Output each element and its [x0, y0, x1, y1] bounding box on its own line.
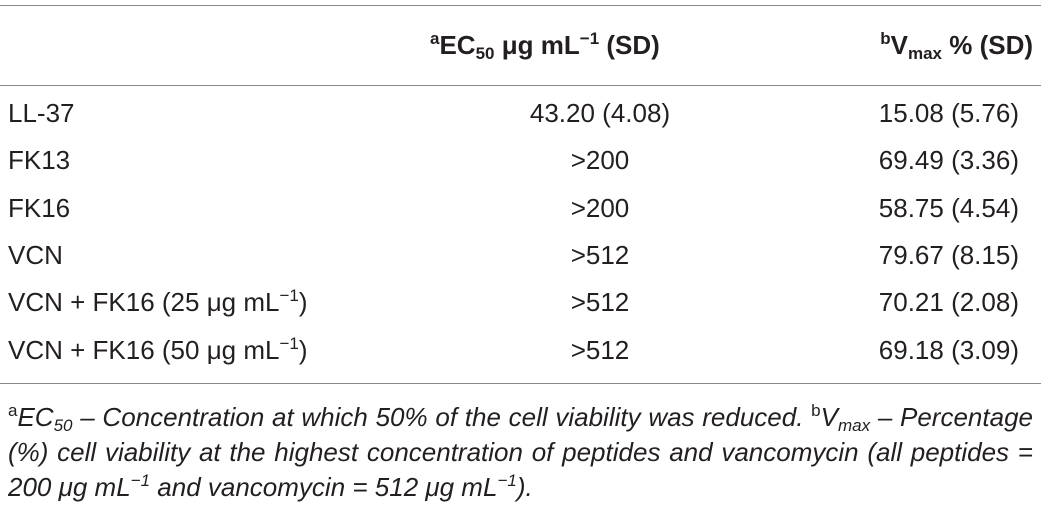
- text: FK16: [8, 192, 71, 223]
- header-cell: aEC50 μg mL−1 (SD): [430, 28, 660, 64]
- text: V: [890, 30, 908, 60]
- text: VCN: [8, 239, 63, 270]
- sup: −1: [130, 470, 151, 490]
- sub: 50: [475, 44, 495, 64]
- text: ): [298, 334, 308, 365]
- text: VCN + FK16 (50 μg mL: [8, 334, 280, 365]
- text: ).: [516, 472, 533, 502]
- text: – Concentration at which 50% of the cell…: [72, 402, 812, 432]
- sub: max: [907, 44, 942, 64]
- text: % (SD): [942, 30, 1033, 60]
- cell-value: 15.08 (5.76): [878, 98, 1019, 128]
- row-label: FK13: [8, 145, 70, 175]
- sup: a: [430, 28, 440, 48]
- text: VCN + FK16 (25 μg mL: [8, 287, 280, 318]
- text: (SD): [599, 30, 660, 60]
- text: – Percentage (%) cell viability at the h…: [8, 402, 1033, 502]
- header-rule: [0, 85, 1041, 86]
- cell-value: 58.75 (4.54): [878, 192, 1019, 223]
- sup: a: [8, 400, 18, 420]
- cell-value: >200: [570, 192, 630, 223]
- text: LL-37: [8, 98, 75, 128]
- cell-value: 70.21 (2.08): [878, 287, 1019, 318]
- top-rule: [0, 5, 1041, 6]
- text: μg mL: [494, 30, 580, 60]
- row-label: VCN + FK16 (50 μg mL−1): [8, 333, 308, 365]
- sub: 50: [53, 416, 73, 436]
- sup: b: [880, 28, 891, 48]
- sup: −1: [279, 333, 299, 353]
- text: V: [820, 402, 838, 432]
- sub: max: [837, 416, 871, 436]
- row-label: VCN: [8, 240, 63, 270]
- sup: b: [811, 400, 821, 420]
- cell-value: 69.18 (3.09): [878, 334, 1019, 365]
- cell-value: 43.20 (4.08): [529, 98, 671, 128]
- header-cell: bVmax % (SD): [880, 28, 1033, 64]
- sup: −1: [579, 28, 600, 48]
- text: EC: [439, 30, 476, 60]
- cell-value: 79.67 (8.15): [878, 239, 1019, 270]
- sup: −1: [497, 470, 517, 490]
- text: EC: [17, 402, 54, 432]
- text: FK13: [8, 145, 71, 176]
- cell-value: 69.49 (3.36): [878, 145, 1019, 176]
- text: ): [298, 287, 308, 318]
- cell-value: >200: [570, 145, 630, 176]
- row-label: VCN + FK16 (25 μg mL−1): [8, 287, 308, 317]
- bottom-rule: [0, 383, 1041, 384]
- row-label: LL-37: [8, 98, 75, 128]
- row-label: FK16: [8, 193, 70, 223]
- footnote: aEC50 – Concentration at which 50% of th…: [8, 400, 1033, 505]
- cell-value: >512: [570, 334, 630, 365]
- cell-value: >512: [570, 287, 630, 318]
- cell-value: >512: [570, 239, 630, 270]
- text: and vancomycin = 512 μg mL: [150, 472, 498, 502]
- sup: −1: [279, 286, 299, 305]
